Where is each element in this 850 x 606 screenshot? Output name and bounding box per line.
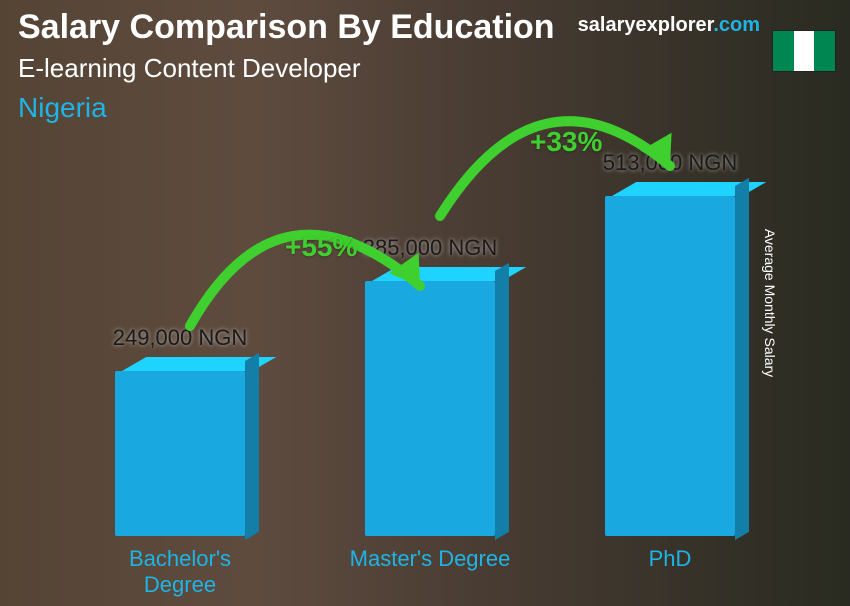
bar-value: 249,000 NGN <box>80 325 280 351</box>
brand-logo: salaryexplorer.com <box>578 14 760 37</box>
country-label: Nigeria <box>18 92 555 124</box>
flag-stripe-left <box>773 31 794 71</box>
bar-group: 513,000 NGNPhD <box>590 196 750 536</box>
brand-suffix: .com <box>713 14 760 36</box>
header: Salary Comparison By Education E-learnin… <box>18 8 555 124</box>
flag-nigeria <box>772 30 836 72</box>
flag-stripe-middle <box>794 31 815 71</box>
increase-label: +33% <box>530 126 602 158</box>
bar-label: Master's Degree <box>340 546 520 572</box>
subtitle: E-learning Content Developer <box>18 53 555 84</box>
infographic-canvas: Salary Comparison By Education E-learnin… <box>0 0 850 606</box>
bar: 513,000 NGN <box>605 196 735 536</box>
bar-group: 385,000 NGNMaster's Degree <box>350 281 510 536</box>
bar-label: PhD <box>580 546 760 572</box>
title: Salary Comparison By Education <box>18 8 555 47</box>
bar: 249,000 NGN <box>115 371 245 536</box>
brand-name: salaryexplorer <box>578 14 714 36</box>
bar-chart: 249,000 NGNBachelor's Degree 385,000 NGNM… <box>60 136 790 536</box>
increase-label: +55% <box>285 231 357 263</box>
bar-value: 385,000 NGN <box>330 235 530 261</box>
bar-group: 249,000 NGNBachelor's Degree <box>100 371 260 536</box>
flag-stripe-right <box>814 31 835 71</box>
bar-label: Bachelor's Degree <box>90 546 270 598</box>
bar: 385,000 NGN <box>365 281 495 536</box>
